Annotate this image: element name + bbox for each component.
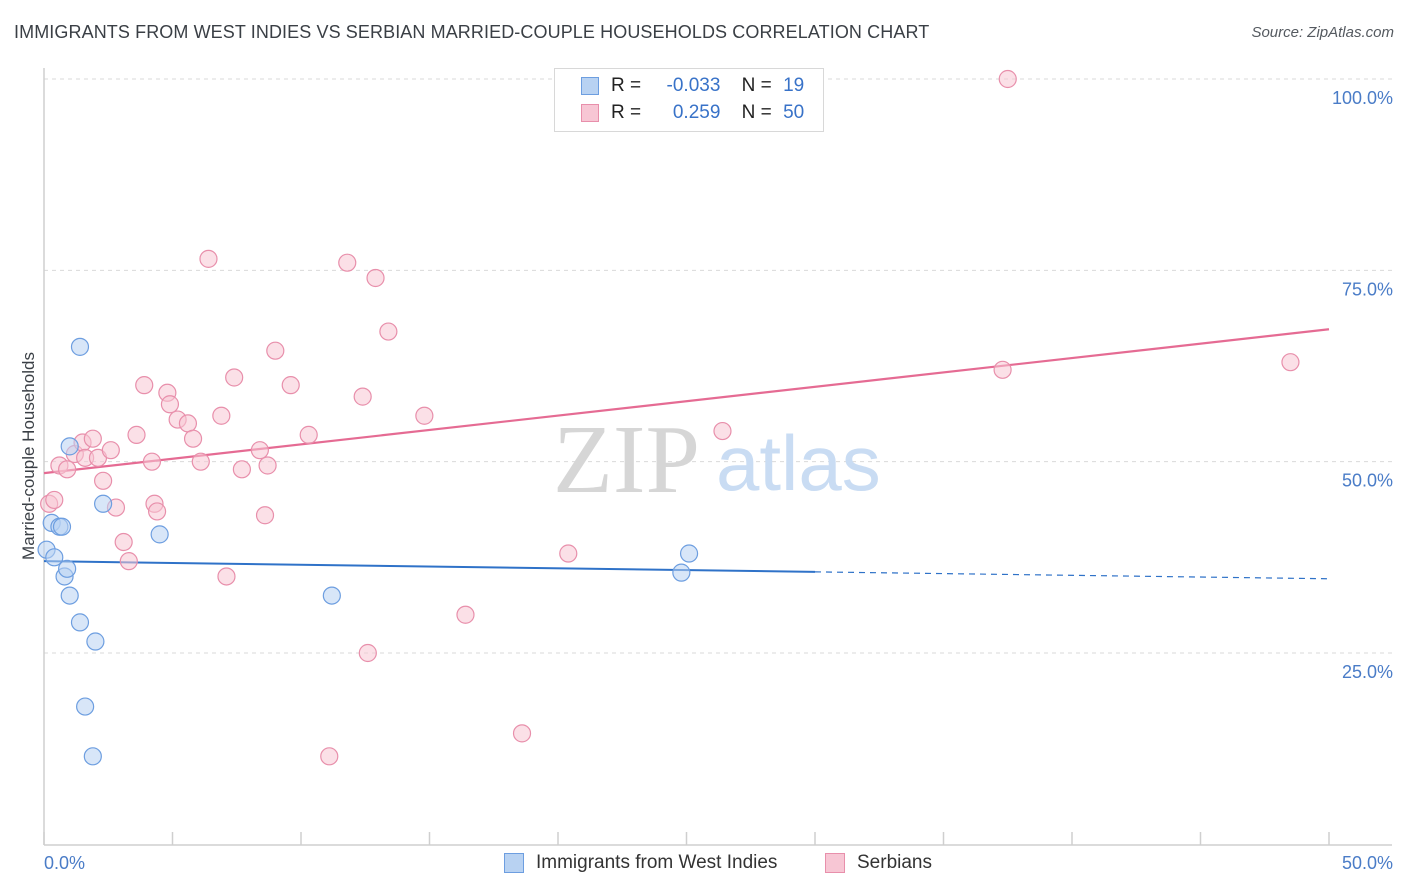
y-axis-label: Married-couple Households — [19, 352, 38, 560]
point-west-indies — [83, 747, 102, 766]
point-serbians — [512, 724, 532, 743]
trend-line-west-indies-extension — [814, 571, 1330, 580]
watermark: ZIP atlas — [553, 406, 881, 514]
legend-swatch-pink — [581, 104, 599, 122]
point-serbians — [1281, 353, 1300, 372]
point-serbians — [358, 643, 377, 663]
point-serbians — [225, 368, 244, 387]
point-serbians — [993, 360, 1012, 379]
point-serbians — [456, 605, 475, 624]
watermark-atlas: atlas — [716, 419, 881, 507]
point-serbians — [94, 471, 113, 490]
point-serbians — [58, 460, 77, 479]
point-serbians — [127, 425, 146, 444]
x-tick-marks — [43, 832, 1330, 845]
point-west-indies — [60, 437, 79, 456]
point-serbians — [212, 406, 231, 425]
chart-title: IMMIGRANTS FROM WEST INDIES VS SERBIAN M… — [14, 22, 930, 42]
point-serbians — [258, 456, 277, 475]
point-serbians — [255, 506, 275, 525]
legend-n-label: N = — [741, 102, 772, 123]
point-west-indies — [70, 613, 90, 632]
x-tick-label-max: 50.0% — [1342, 853, 1393, 873]
point-serbians — [142, 452, 162, 471]
bottom-legend-swatch-blue — [504, 853, 524, 873]
point-west-indies — [322, 586, 341, 605]
trend-line-west-indies — [43, 560, 816, 573]
legend-r-label: R = — [611, 102, 642, 123]
point-serbians — [160, 395, 180, 414]
point-serbians — [183, 429, 203, 448]
y-tick-label-25: 25.0% — [1342, 662, 1393, 682]
point-serbians — [379, 322, 398, 341]
point-serbians — [147, 502, 167, 521]
point-serbians — [191, 452, 210, 471]
y-tick-label-50: 50.0% — [1342, 471, 1393, 491]
bottom-legend-swatch-pink — [825, 853, 845, 873]
point-serbians — [119, 552, 138, 571]
legend-text-west-indies: R = -0.033 N = 19 — [611, 75, 804, 97]
point-serbians — [83, 429, 102, 448]
legend-r-label: R = — [611, 75, 642, 96]
legend-n-value: 19 — [783, 75, 805, 96]
point-serbians — [299, 425, 318, 444]
legend-r-value: -0.033 — [666, 75, 721, 96]
x-tick-label-min: 0.0% — [44, 853, 85, 873]
axes — [43, 68, 1392, 846]
point-west-indies — [150, 525, 169, 544]
bottom-legend-label-west-indies: Immigrants from West Indies — [536, 852, 778, 873]
data-points — [37, 69, 1300, 766]
point-serbians — [353, 387, 372, 406]
point-west-indies — [45, 548, 64, 567]
point-serbians — [45, 490, 64, 510]
point-west-indies — [76, 697, 95, 716]
point-serbians — [713, 421, 732, 441]
point-serbians — [415, 406, 434, 425]
point-serbians — [320, 747, 339, 766]
y-tick-labels: 25.0% 50.0% 75.0% 100.0% — [1332, 88, 1393, 682]
point-west-indies — [86, 632, 105, 651]
legend-n-label: N = — [741, 75, 772, 96]
watermark-zip: ZIP — [553, 406, 700, 514]
point-west-indies — [52, 517, 72, 536]
legend-swatch-blue — [581, 77, 599, 95]
y-tick-label-100: 100.0% — [1332, 88, 1393, 108]
legend-n-value: 50 — [783, 102, 805, 123]
point-west-indies — [94, 494, 113, 513]
point-serbians — [232, 460, 251, 479]
bottom-legend-label-serbians: Serbians — [857, 852, 932, 873]
point-serbians — [101, 441, 120, 460]
point-west-indies — [70, 337, 90, 356]
point-serbians — [281, 376, 300, 395]
point-serbians — [135, 376, 154, 395]
point-west-indies — [60, 586, 79, 605]
point-serbians — [366, 268, 385, 288]
gridlines — [44, 78, 1392, 654]
legend-text-serbians: R = 0.259 N = 50 — [611, 102, 804, 124]
point-serbians — [998, 69, 1017, 89]
point-west-indies — [672, 563, 691, 582]
point-serbians — [114, 532, 133, 552]
point-serbians — [266, 341, 285, 360]
point-west-indies — [679, 544, 699, 563]
point-serbians — [250, 441, 269, 460]
point-serbians — [338, 253, 357, 272]
legend-r-value: 0.259 — [672, 102, 721, 123]
chart-source: Source: ZipAtlas.com — [1251, 24, 1394, 41]
correlation-legend: R = -0.033 N = 19 R = 0.259 N = 50 — [554, 68, 824, 132]
y-tick-label-75: 75.0% — [1342, 279, 1393, 299]
point-serbians — [199, 249, 218, 268]
point-west-indies — [58, 559, 77, 578]
point-serbians — [217, 567, 236, 586]
point-serbians — [178, 414, 198, 433]
point-serbians — [559, 544, 578, 563]
